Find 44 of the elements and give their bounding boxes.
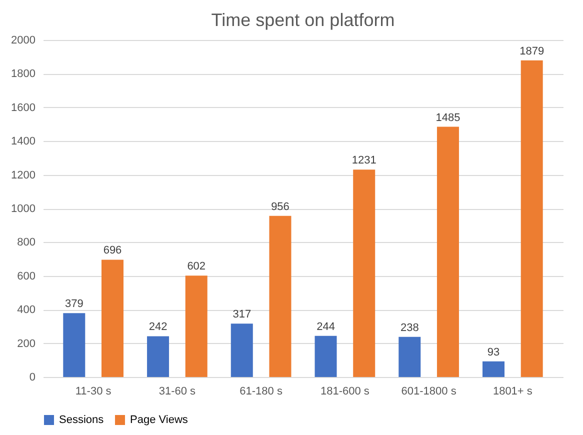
data-label: 1231 bbox=[352, 154, 376, 167]
x-tick-label: 61-180 s bbox=[240, 386, 283, 398]
data-label: 238 bbox=[400, 322, 419, 334]
bar bbox=[63, 313, 86, 377]
chart-title: Time spent on platform bbox=[211, 10, 395, 30]
y-tick-label: 800 bbox=[17, 236, 36, 249]
y-tick-label: 0 bbox=[29, 372, 36, 384]
data-label: 93 bbox=[487, 346, 500, 358]
bar bbox=[314, 336, 337, 377]
bar bbox=[482, 361, 505, 377]
y-tick-label: 1800 bbox=[11, 68, 36, 80]
y-tick-label: 200 bbox=[17, 338, 36, 350]
bar bbox=[185, 276, 208, 377]
data-label: 1485 bbox=[436, 112, 460, 124]
data-label: 1879 bbox=[520, 45, 544, 58]
data-label: 242 bbox=[148, 321, 168, 334]
y-tick-label: 1200 bbox=[11, 169, 36, 182]
data-label: 956 bbox=[271, 200, 290, 213]
bar bbox=[230, 324, 253, 377]
x-tick-label: 1801+ s bbox=[492, 386, 533, 398]
y-tick-label: 2000 bbox=[11, 34, 36, 46]
bar bbox=[398, 336, 421, 377]
bar bbox=[147, 336, 170, 377]
x-tick-label: 31-60 s bbox=[158, 386, 196, 398]
legend-label: Sessions bbox=[59, 414, 104, 426]
y-tick-label: 1000 bbox=[11, 203, 36, 215]
bar bbox=[520, 60, 543, 377]
data-label: 379 bbox=[64, 298, 84, 310]
y-tick-label: 400 bbox=[17, 304, 36, 316]
bar bbox=[353, 170, 376, 377]
data-label: 696 bbox=[103, 244, 122, 257]
x-tick-label: 181-600 s bbox=[320, 386, 370, 398]
data-label: 602 bbox=[187, 260, 206, 273]
x-tick-label: 601-1800 s bbox=[401, 386, 457, 398]
y-tick-label: 1400 bbox=[11, 136, 36, 148]
legend-label: Page Views bbox=[130, 414, 188, 426]
bar bbox=[101, 260, 124, 377]
bar bbox=[436, 126, 459, 377]
bar bbox=[269, 216, 292, 377]
y-tick-label: 600 bbox=[17, 270, 36, 282]
data-label: 317 bbox=[232, 308, 252, 321]
data-label: 244 bbox=[316, 320, 335, 333]
y-tick-label: 1600 bbox=[11, 102, 36, 114]
x-tick-label: 11-30 s bbox=[75, 386, 112, 398]
